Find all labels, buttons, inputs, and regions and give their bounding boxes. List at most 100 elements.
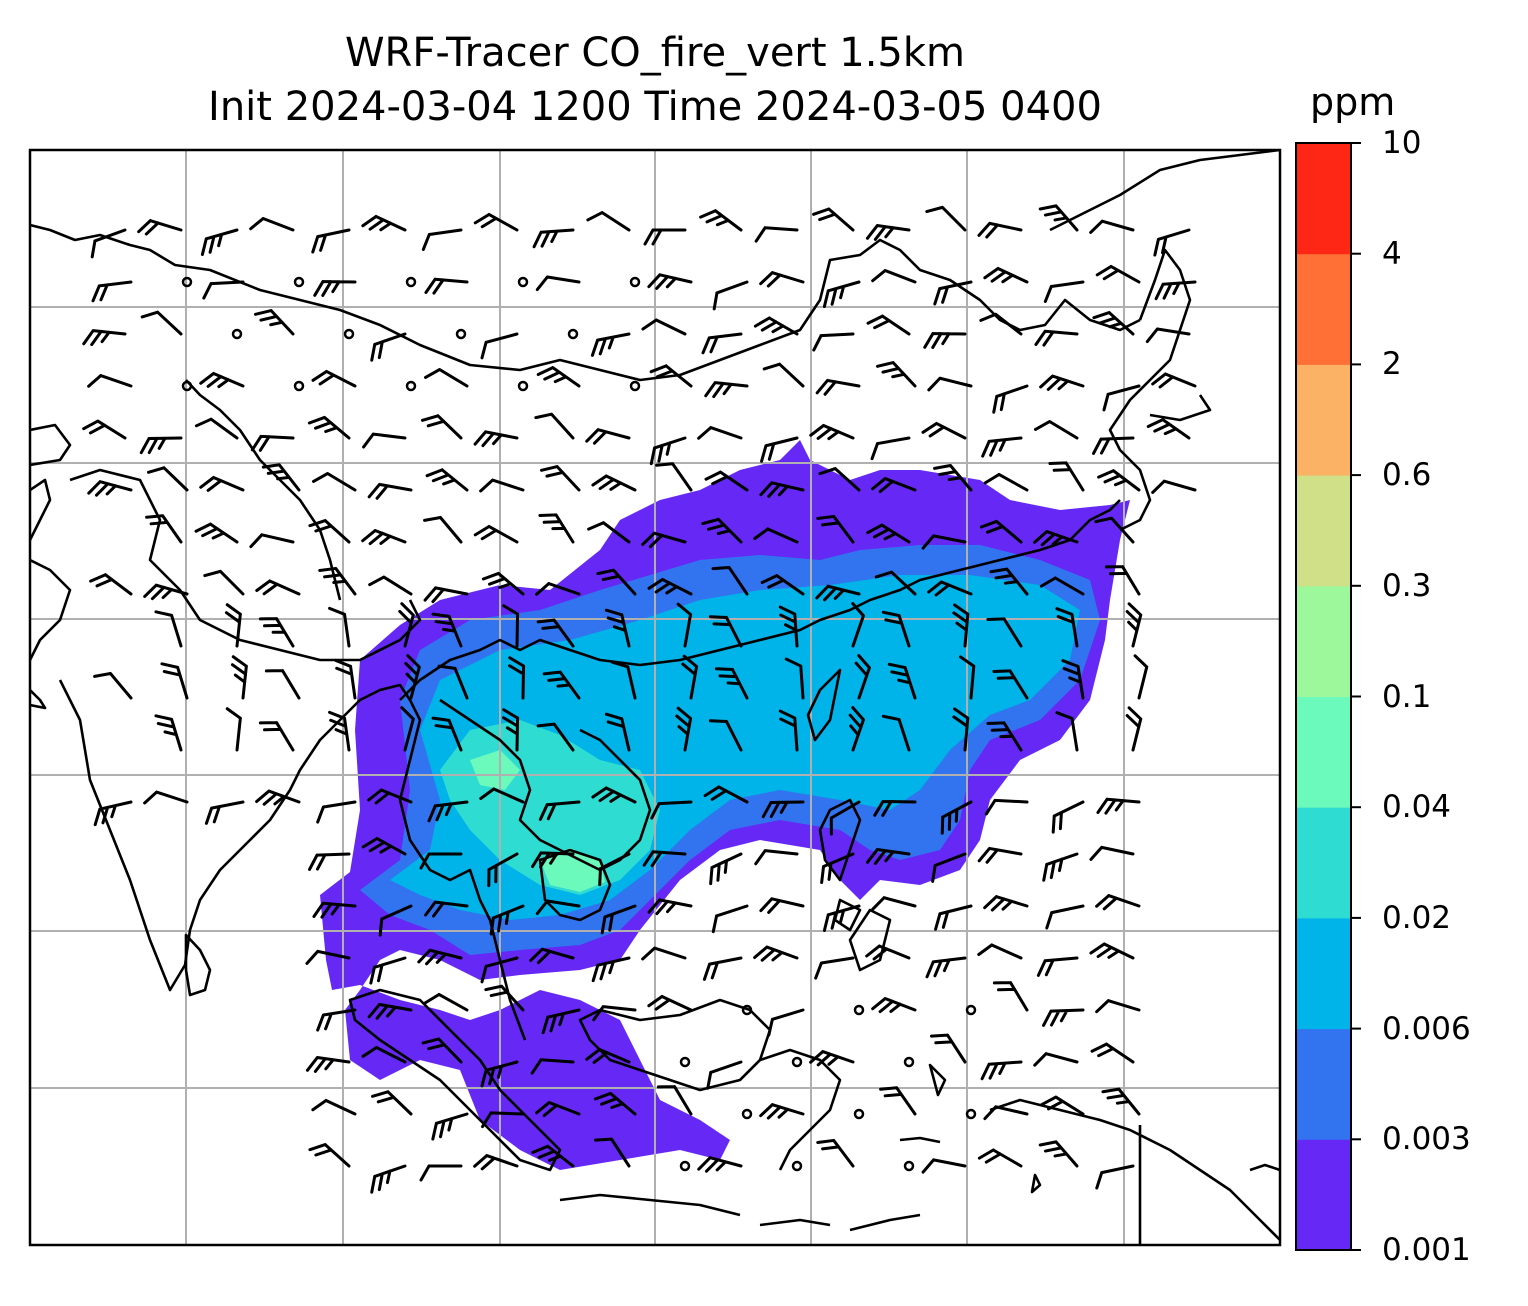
calm-wind-marker: [293, 276, 305, 288]
wind-barb: [194, 417, 239, 440]
wind-barb: [1034, 420, 1079, 440]
plume-level-0.04: [540, 848, 605, 892]
wind-barb: [865, 944, 911, 961]
wind-barb: [370, 332, 407, 362]
wind-barb: [539, 465, 581, 492]
wind-barb: [224, 603, 242, 648]
chart-title-line1: WRF-Tracer CO_fire_vert 1.5km: [344, 30, 966, 76]
wind-barb: [82, 419, 127, 440]
wind-barb: [473, 212, 519, 232]
wind-barb: [250, 434, 295, 452]
wind-barb: [598, 852, 631, 887]
wind-barb: [425, 468, 469, 492]
calm-wind-marker: [567, 328, 579, 340]
wind-barb: [822, 280, 861, 308]
wind-barb: [538, 513, 575, 544]
colorbar-segment: [1296, 475, 1351, 587]
wind-barb: [593, 1091, 637, 1116]
wind-barb: [202, 280, 245, 300]
wind-barb: [753, 527, 799, 544]
calm-wind-marker: [293, 380, 305, 392]
calm-wind-marker: [517, 276, 529, 288]
colorbar-segment: [1296, 1139, 1351, 1251]
wind-barb: [701, 332, 743, 355]
wind-barb: [199, 475, 245, 492]
wind-barb: [328, 710, 351, 752]
wind-barb: [931, 852, 967, 883]
wind-barb: [1033, 530, 1079, 547]
wind-barb: [981, 436, 1023, 458]
wind-barb: [143, 583, 189, 601]
wind-barb: [542, 670, 581, 700]
wind-barb: [865, 224, 911, 241]
wind-barb: [367, 482, 413, 500]
wind-barb: [203, 569, 245, 596]
wind-barb: [754, 849, 799, 866]
wind-barb: [871, 997, 917, 1014]
wind-barb: [704, 470, 749, 492]
calm-wind-marker: [741, 1004, 753, 1016]
wind-barb: [593, 1137, 631, 1168]
wind-barb: [1095, 999, 1141, 1014]
calm-wind-marker: [853, 1108, 865, 1120]
wind-barb: [1039, 374, 1085, 391]
wind-barb: [866, 523, 911, 544]
wind-barb: [977, 846, 1023, 864]
wind-barb: [829, 800, 861, 836]
wind-barb: [641, 946, 687, 961]
calm-wind-marker: [741, 1108, 753, 1120]
wind-barb: [816, 514, 855, 544]
wind-barb: [760, 574, 805, 596]
wind-barb: [851, 602, 865, 648]
wind-barb: [649, 364, 693, 388]
wind-barb: [873, 799, 917, 817]
wind-barb: [591, 956, 631, 983]
colorbar-tick-label: 0.006: [1382, 1010, 1471, 1047]
wind-barb: [311, 228, 351, 254]
wind-barb: [870, 436, 911, 461]
wind-barb: [753, 945, 799, 962]
wind-barb: [816, 1138, 855, 1168]
wind-barb: [959, 655, 976, 700]
wind-barb: [194, 522, 239, 544]
wind-barb: [1092, 311, 1135, 336]
wind-barb: [820, 852, 855, 885]
wind-barb: [676, 602, 693, 648]
wind-barb: [604, 712, 631, 752]
wind-barb: [370, 1164, 407, 1194]
wind-barb: [699, 209, 743, 232]
colorbar-segment: [1296, 1028, 1351, 1140]
wind-barb: [489, 904, 525, 936]
wind-barb: [1104, 565, 1141, 596]
wind-barb: [431, 612, 463, 648]
wind-barb: [1038, 1140, 1079, 1168]
wind-barb: [754, 226, 799, 243]
wind-barb: [812, 332, 855, 352]
wind-barb: [977, 1148, 1023, 1168]
wind-barb: [784, 657, 805, 700]
wind-barb: [1101, 1087, 1141, 1116]
wind-barb: [984, 798, 1029, 816]
wind-barb: [923, 331, 967, 349]
wind-barb: [596, 568, 637, 596]
wind-barb: [400, 706, 415, 752]
colorbar-tick-label: 0.1: [1382, 678, 1432, 715]
colorbar-segment: [1296, 696, 1351, 808]
wind-barb: [759, 271, 805, 288]
colorbar-segment: [1296, 917, 1351, 1030]
wind-barb: [879, 1086, 917, 1116]
wind-barb: [204, 800, 245, 825]
wind-barb: [1051, 800, 1085, 834]
wind-barb: [532, 228, 575, 249]
wind-barb: [649, 436, 687, 466]
wind-barb: [421, 228, 463, 251]
colorbar-tick-label: 10: [1382, 125, 1422, 161]
wind-barb: [940, 800, 973, 835]
wind-barb: [1055, 711, 1079, 752]
wind-barb: [258, 721, 295, 752]
wind-barb: [487, 852, 519, 888]
wind-barb: [535, 582, 581, 596]
wind-barb: [1146, 418, 1191, 440]
wind-barb: [1038, 204, 1079, 232]
